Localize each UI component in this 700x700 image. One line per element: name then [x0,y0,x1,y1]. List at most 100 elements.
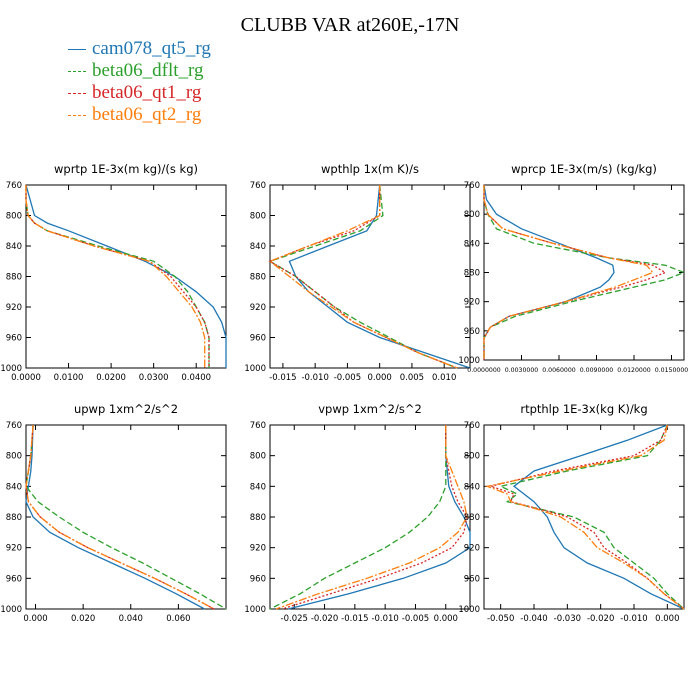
x-tick-label: -0.015 [341,614,368,624]
y-tick-label: 760 [6,421,22,431]
x-tick-label: 0.0000000 [467,367,501,374]
y-tick-label: 920 [6,544,22,554]
x-tick-label: 0.005 [400,373,424,383]
x-tick-label: -0.025 [281,614,308,624]
x-tick-label: 0.0300 [139,373,169,383]
legend-item: beta06_qt1_rg [68,82,211,104]
y-tick-label: 920 [464,544,480,554]
y-tick-label: 920 [6,303,22,313]
y-tick-label: 800 [6,212,22,222]
y-tick-label: 1000 [0,605,22,615]
series-line [498,424,685,610]
x-tick-label: 0.040 [119,614,143,624]
legend-item: beta06_dflt_rg [68,60,211,82]
plot-frame [269,184,471,369]
series-line [288,184,471,369]
y-tick-label: 760 [250,421,266,431]
y-tick-label: 760 [6,181,22,191]
series-line [483,185,654,360]
series-line [268,185,458,369]
series-line [25,185,206,368]
y-tick-label: 800 [250,452,266,462]
panel-title: vpwp 1xm^2/s^2 [318,402,422,416]
x-tick-label: -0.010 [620,614,647,624]
legend-swatch [68,92,86,94]
y-tick-label: 840 [6,242,22,252]
legend-label: beta06_dflt_rg [92,60,204,81]
y-tick-label: 840 [464,482,480,492]
y-tick-label: 960 [6,574,22,584]
legend-label: beta06_qt1_rg [92,82,202,103]
y-tick-label: 760 [464,181,480,191]
y-tick-label: 920 [250,303,266,313]
x-tick-label: 0.020 [71,614,95,624]
y-tick-label: 880 [6,273,22,283]
series-line [485,424,685,610]
legend-item: cam078_qt5_rg [68,38,211,60]
panel-title: upwp 1xm^2/s^2 [74,402,178,416]
series-line [483,185,686,360]
legend-swatch [68,48,86,50]
y-tick-label: 1000 [244,605,266,615]
chart-panel: rtpthlp 1E-3x(kg K)/kg 760 800 840 880 920 960… [458,402,685,624]
series-line [512,424,685,610]
y-tick-label: 840 [464,239,480,249]
y-tick-label: 840 [6,482,22,492]
series-line [269,425,447,610]
x-tick-label: 0.000 [434,614,458,624]
x-tick-label: -0.030 [554,614,581,624]
legend: cam078_qt5_rg beta06_dflt_rg beta06_qt1_… [68,38,211,126]
y-tick-label: 920 [464,298,480,308]
chart-panel: vpwp 1xm^2/s^2 760 800 840 880 920 960 1000 -0.0… [244,402,471,624]
series-line [483,184,615,360]
x-tick-label: 0.0060000 [542,367,576,374]
series-line [25,424,227,610]
y-tick-label: 1000 [0,364,22,374]
y-tick-label: 880 [464,269,480,279]
plot-frame [25,424,227,610]
y-tick-label: 800 [6,452,22,462]
y-tick-label: 960 [250,334,266,344]
series-line [25,185,210,368]
chart-panel: upwp 1xm^2/s^2 760 800 840 880 920 960 10000.00… [0,402,227,624]
series-line [25,424,205,610]
x-tick-label: 0.0000 [11,373,41,383]
y-tick-label: 920 [250,544,266,554]
y-tick-label: 1000 [458,356,480,366]
x-tick-label: 0.0100 [54,373,84,383]
page-title: CLUBB VAR at260E,-17N [240,14,460,36]
x-tick-label: -0.015 [269,373,296,383]
y-tick-label: 960 [6,334,22,344]
panel-title: rtpthlp 1E-3x(kg K)/kg [520,402,647,416]
y-tick-label: 840 [250,482,266,492]
y-tick-label: 880 [250,513,266,523]
x-tick-label: 0.0030000 [505,367,539,374]
y-tick-label: 800 [464,452,480,462]
x-tick-label: 0.000 [655,614,679,624]
x-tick-label: 0.0120000 [617,367,651,374]
y-tick-label: 1000 [244,364,266,374]
x-tick-label: -0.010 [301,373,328,383]
y-tick-label: 960 [464,327,480,337]
series-line [25,185,210,368]
legend-item: beta06_qt2_rg [68,104,211,126]
y-tick-label: 960 [250,574,266,584]
plot-frame [25,184,227,369]
series-line [288,425,471,610]
y-tick-label: 960 [464,574,480,584]
y-tick-label: 760 [464,421,480,431]
x-tick-label: 0.0400 [181,373,211,383]
x-tick-label: 0.010 [432,373,456,383]
x-tick-label: -0.005 [402,614,429,624]
y-tick-label: 1000 [458,605,480,615]
series-line [268,185,458,369]
legend-swatch [68,114,86,116]
legend-label: beta06_qt2_rg [92,104,202,125]
x-tick-label: -0.020 [587,614,614,624]
series-line [268,184,458,369]
series-line [25,184,227,368]
x-tick-label: 0.060 [166,614,190,624]
x-tick-label: -0.020 [311,614,338,624]
y-tick-label: 840 [250,242,266,252]
